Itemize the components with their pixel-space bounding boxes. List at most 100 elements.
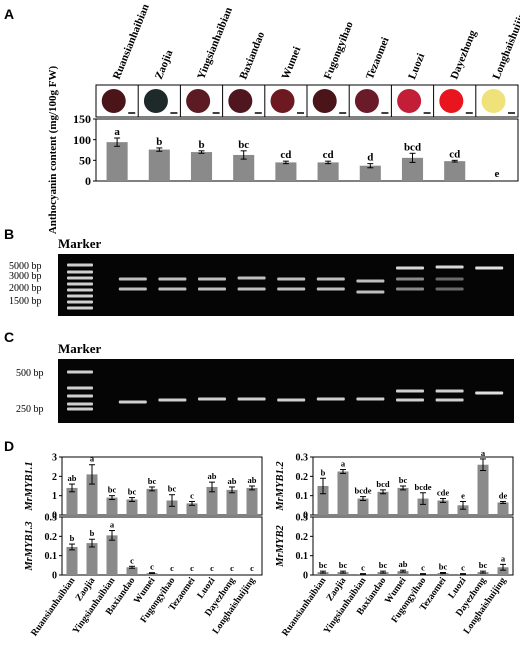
sample-band xyxy=(356,397,385,401)
sample-band xyxy=(356,279,385,283)
variety-label-Wumei: Wumei xyxy=(280,45,304,81)
significance-letter: a xyxy=(481,448,486,458)
gel-b-ladder-2000: 2000 bp xyxy=(9,283,42,294)
chart-anthocyanin-frame xyxy=(95,118,519,182)
significance-letter: cde xyxy=(437,488,450,498)
chart-anthocyanin: 0 50 100 150 Anthocyanin content (mg/100g FW… xyxy=(47,65,519,234)
bar-Luozi xyxy=(206,486,218,515)
variety-label-Fugongyihao: Fugongyihao xyxy=(322,19,356,81)
significance-letter: bc xyxy=(168,484,177,494)
marker-band xyxy=(67,300,93,304)
fruit-photo xyxy=(354,89,379,113)
significance-letter: bcde xyxy=(415,482,432,492)
sample-band xyxy=(435,287,464,291)
significance-letter: e xyxy=(494,168,499,180)
significance-letter: c xyxy=(210,563,214,573)
bar-Baxiandao xyxy=(233,154,255,181)
y-tick-label: 3 xyxy=(52,453,57,464)
fruit-photo xyxy=(101,89,126,113)
gel-b-marker-label: Marker xyxy=(58,236,102,251)
sample-band xyxy=(316,397,345,401)
y-tick-label: 0 xyxy=(52,571,57,582)
fruit-photo xyxy=(143,89,168,113)
significance-letter: a xyxy=(501,553,506,563)
bar-Zaojia xyxy=(86,474,98,515)
sample-band xyxy=(237,276,266,280)
sample-band xyxy=(277,398,306,402)
y-tick-label: 0.3 xyxy=(45,513,58,524)
panel-label-c: C xyxy=(4,329,15,345)
significance-letter: bc xyxy=(479,560,488,570)
sample-band xyxy=(237,397,266,401)
sample-band xyxy=(435,389,464,393)
bar-Baxiandao xyxy=(126,499,138,515)
y-tick-label: 0 xyxy=(52,511,57,522)
bar-Wumei xyxy=(146,573,158,575)
sample-band xyxy=(237,287,266,291)
fruit-photo xyxy=(397,89,422,113)
sample-band xyxy=(277,277,306,281)
sample-band xyxy=(158,277,187,281)
sample-band xyxy=(396,287,424,291)
significance-letter: bc xyxy=(148,476,157,486)
fruit-photo xyxy=(186,89,211,113)
marker-band xyxy=(67,306,93,310)
bar-Baxiandao xyxy=(377,491,389,515)
sample-band xyxy=(396,389,424,393)
significance-letter: ab xyxy=(208,471,217,481)
sample-band xyxy=(475,391,504,395)
significance-letter: a xyxy=(114,126,120,138)
y-tick-label: 2 xyxy=(52,472,57,483)
significance-letter: c xyxy=(230,563,234,573)
variety-label-Longhaishuijing: Longhaishuijing xyxy=(491,5,520,81)
significance-letter: c xyxy=(170,563,174,573)
marker-band xyxy=(67,288,93,292)
bar-Yingsianhaibian xyxy=(357,498,369,515)
y-axis-label: MrMYB2 xyxy=(275,525,286,568)
x-tick-label-Ruansianhaibian: Ruansianhaibian xyxy=(281,575,329,638)
sample-band xyxy=(198,397,226,401)
gel-b-ladder-5000: 5000 bp xyxy=(9,261,42,272)
sample-band xyxy=(396,277,424,281)
bar-Yingsianhaibian xyxy=(106,535,118,575)
significance-letter: b xyxy=(70,533,75,543)
chart-mrmyb2-frame xyxy=(312,516,514,576)
variety-label-Zaojia: Zaojia xyxy=(153,48,176,81)
bar-Longhaishuijing xyxy=(497,502,509,515)
bar-Yingsianhaibian xyxy=(106,497,118,515)
sample-band xyxy=(316,277,345,281)
bar-Ruansianhaibian xyxy=(106,142,128,181)
significance-letter: bcd xyxy=(404,141,421,153)
significance-letter: b xyxy=(198,139,204,151)
fruit-photo xyxy=(270,89,295,113)
significance-letter: ab xyxy=(228,476,237,486)
bar-Longhaishuijing xyxy=(246,487,258,515)
significance-letter: bc xyxy=(339,560,348,570)
y-axis-label: MrMYB1.1 xyxy=(24,461,35,511)
marker-band xyxy=(67,370,93,374)
y-tick-label: 0.2 xyxy=(296,472,309,483)
chart-mrmyb1-2-frame xyxy=(312,456,514,516)
marker-band xyxy=(67,402,93,406)
significance-letter: a xyxy=(110,520,115,530)
significance-letter: bc xyxy=(439,561,448,571)
bar-Longhaishuijing xyxy=(497,567,509,575)
gel-c xyxy=(58,359,514,423)
significance-letter: c xyxy=(190,563,194,573)
bar-Yingsianhaibian xyxy=(190,152,213,181)
bar-Wumei xyxy=(275,162,297,181)
marker-band xyxy=(67,407,93,411)
bar-Ruansianhaibian xyxy=(66,487,78,515)
significance-letter: ab xyxy=(399,559,408,569)
significance-letter: bcd xyxy=(376,479,390,489)
sample-band xyxy=(118,277,147,281)
chart-mrmyb1-1: 0 1 2 3 MrMYB1.1 ab a bc bc bc bc c ab ab ab xyxy=(24,453,263,522)
variety-label-Luozi: Luozi xyxy=(406,52,427,81)
bar-Tezaomei xyxy=(359,165,381,181)
sample-band xyxy=(435,277,464,281)
bar-Ruansianhaibian xyxy=(317,486,329,515)
fruit-photo xyxy=(312,89,337,113)
y-tick-label: 0.1 xyxy=(45,551,58,562)
